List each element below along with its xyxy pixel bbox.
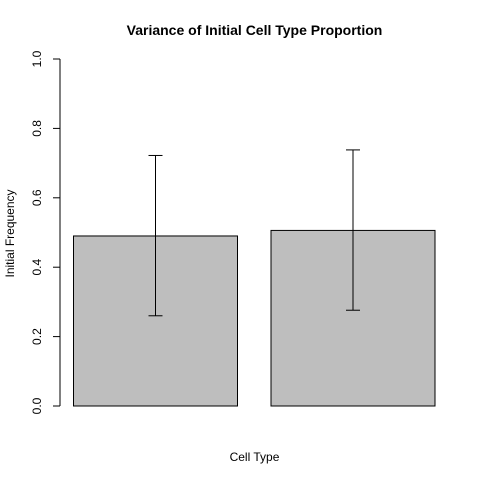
y-tick-label: 0.2 (30, 328, 44, 345)
x-axis-label: Cell Type (230, 450, 280, 464)
y-tick-label: 0.8 (30, 120, 44, 137)
y-axis-ticks: 0.0 0.2 0.4 0.6 0.8 1.0 (30, 50, 60, 414)
y-tick-label: 0.4 (30, 259, 44, 276)
bars (74, 230, 436, 406)
chart-title: Variance of Initial Cell Type Proportion (127, 22, 383, 38)
y-axis-label: Initial Frequency (3, 189, 17, 277)
y-tick-label: 1.0 (30, 50, 44, 67)
y-tick-label: 0.0 (30, 397, 44, 414)
y-tick-label: 0.6 (30, 189, 44, 206)
